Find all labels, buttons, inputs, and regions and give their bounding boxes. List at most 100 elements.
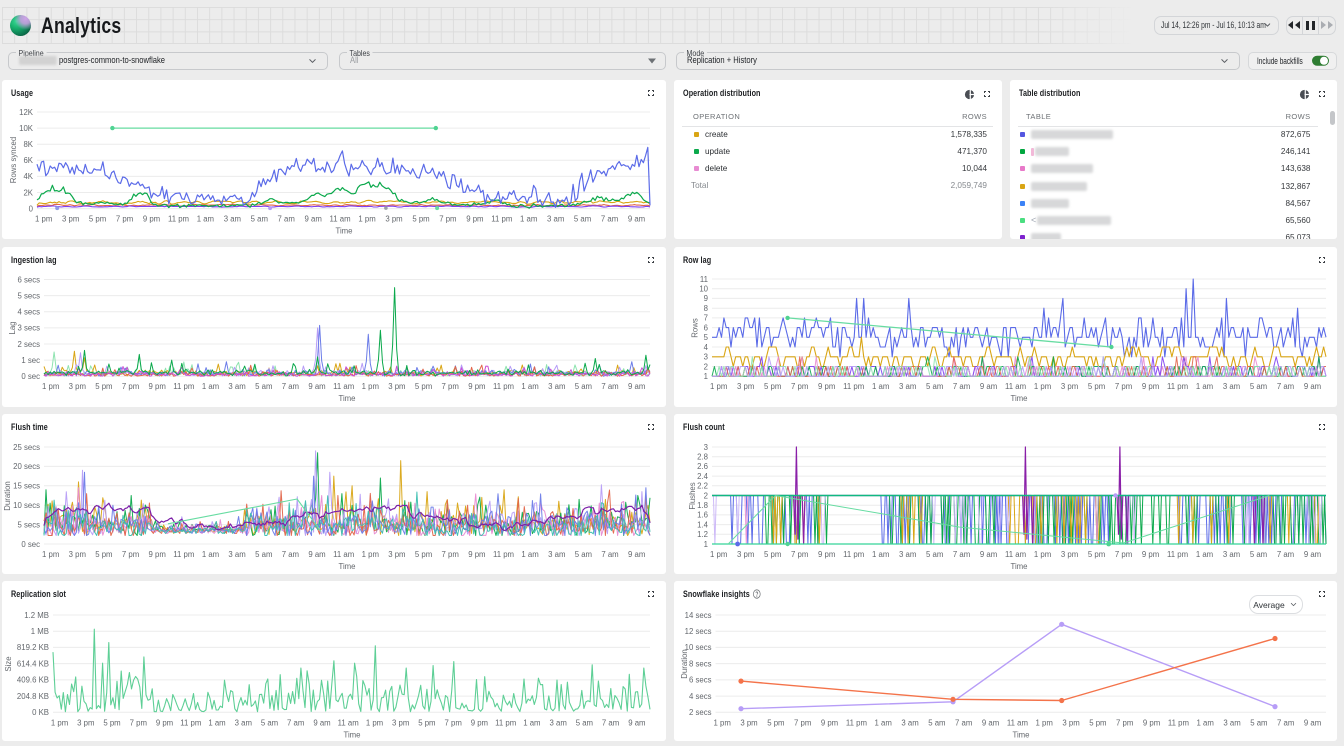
svg-text:3 am: 3 am: [899, 550, 916, 559]
svg-text:3 am: 3 am: [899, 382, 916, 391]
svg-text:Duration: Duration: [3, 481, 12, 510]
svg-text:7 am: 7 am: [278, 215, 295, 224]
svg-text:11 pm: 11 pm: [491, 215, 512, 224]
svg-text:3 pm: 3 pm: [737, 382, 754, 391]
svg-text:409.6 KB: 409.6 KB: [17, 676, 49, 685]
svg-text:3 pm: 3 pm: [1061, 550, 1078, 559]
svg-text:11 pm: 11 pm: [493, 382, 514, 391]
svg-text:4 secs: 4 secs: [17, 308, 40, 317]
svg-text:9 pm: 9 pm: [156, 718, 173, 727]
svg-text:5 am: 5 am: [261, 718, 278, 727]
svg-text:5 am: 5 am: [574, 215, 591, 224]
svg-text:7: 7: [704, 314, 708, 323]
svg-text:1.8: 1.8: [697, 501, 708, 510]
svg-text:9 am: 9 am: [313, 718, 330, 727]
svg-text:11 am: 11 am: [333, 382, 354, 391]
svg-text:1 am: 1 am: [523, 718, 540, 727]
svg-text:5 am: 5 am: [1250, 382, 1267, 391]
svg-text:9 am: 9 am: [982, 718, 999, 727]
svg-text:5 am: 5 am: [576, 718, 593, 727]
svg-text:5 pm: 5 pm: [95, 550, 112, 559]
svg-text:1 pm: 1 pm: [42, 382, 59, 391]
svg-text:Time: Time: [335, 227, 352, 236]
svg-text:7 am: 7 am: [282, 382, 299, 391]
svg-text:5 pm: 5 pm: [767, 718, 784, 727]
svg-text:7 pm: 7 pm: [791, 550, 808, 559]
svg-text:1 am: 1 am: [875, 718, 892, 727]
svg-text:10 secs: 10 secs: [685, 643, 712, 652]
svg-text:3 pm: 3 pm: [388, 382, 405, 391]
svg-text:20 secs: 20 secs: [13, 462, 40, 471]
svg-text:5 am: 5 am: [575, 550, 592, 559]
svg-text:5 pm: 5 pm: [1088, 382, 1105, 391]
svg-text:7 am: 7 am: [1277, 382, 1294, 391]
svg-text:7 am: 7 am: [953, 382, 970, 391]
svg-text:3 am: 3 am: [901, 718, 918, 727]
svg-text:7 am: 7 am: [287, 718, 304, 727]
svg-text:819.2 KB: 819.2 KB: [17, 643, 49, 652]
svg-text:5 pm: 5 pm: [415, 382, 432, 391]
svg-text:7 am: 7 am: [601, 550, 618, 559]
svg-text:9 am: 9 am: [628, 382, 645, 391]
svg-text:11 pm: 11 pm: [173, 550, 194, 559]
svg-text:5 am: 5 am: [926, 550, 943, 559]
svg-text:11 am: 11 am: [330, 215, 351, 224]
svg-text:6 secs: 6 secs: [17, 275, 40, 284]
svg-text:1 am: 1 am: [202, 550, 219, 559]
svg-text:Rows synced: Rows synced: [9, 137, 18, 183]
svg-text:3 am: 3 am: [228, 550, 245, 559]
svg-text:1 am: 1 am: [872, 382, 889, 391]
svg-text:5 pm: 5 pm: [1089, 718, 1106, 727]
svg-text:Duration: Duration: [680, 649, 689, 678]
svg-text:3 am: 3 am: [224, 215, 241, 224]
svg-text:9 pm: 9 pm: [468, 382, 485, 391]
svg-text:5 am: 5 am: [928, 718, 945, 727]
svg-text:Flushes: Flushes: [688, 482, 697, 509]
svg-text:1.6: 1.6: [697, 511, 708, 520]
svg-text:3 pm: 3 pm: [737, 550, 754, 559]
svg-text:3 pm: 3 pm: [62, 215, 79, 224]
svg-text:3 pm: 3 pm: [385, 215, 402, 224]
svg-text:9 pm: 9 pm: [1143, 718, 1160, 727]
svg-text:5 pm: 5 pm: [412, 215, 429, 224]
svg-text:1 pm: 1 pm: [42, 550, 59, 559]
svg-text:5 secs: 5 secs: [17, 520, 40, 529]
svg-text:9 pm: 9 pm: [821, 718, 838, 727]
svg-text:1 am: 1 am: [208, 718, 225, 727]
svg-text:5 am: 5 am: [1250, 718, 1267, 727]
svg-text:7 pm: 7 pm: [1115, 382, 1132, 391]
svg-text:3 pm: 3 pm: [392, 718, 409, 727]
svg-text:11 pm: 11 pm: [846, 718, 867, 727]
svg-text:3 am: 3 am: [1223, 550, 1240, 559]
svg-text:7 pm: 7 pm: [122, 550, 139, 559]
svg-text:7 am: 7 am: [282, 550, 299, 559]
svg-text:0: 0: [29, 204, 34, 213]
svg-text:9 am: 9 am: [308, 550, 325, 559]
svg-text:9 am: 9 am: [1304, 550, 1321, 559]
svg-text:9 am: 9 am: [305, 215, 322, 224]
svg-text:5 am: 5 am: [255, 382, 272, 391]
svg-text:9 pm: 9 pm: [818, 382, 835, 391]
svg-text:7 am: 7 am: [1277, 550, 1294, 559]
svg-text:3 am: 3 am: [1223, 382, 1240, 391]
svg-text:7 pm: 7 pm: [439, 215, 456, 224]
svg-text:5 pm: 5 pm: [1088, 550, 1105, 559]
svg-text:5 secs: 5 secs: [17, 291, 40, 300]
svg-text:1 am: 1 am: [1196, 550, 1213, 559]
svg-text:8 secs: 8 secs: [689, 659, 712, 668]
svg-text:4: 4: [704, 343, 709, 352]
svg-text:5 pm: 5 pm: [103, 718, 120, 727]
svg-text:11 pm: 11 pm: [1168, 718, 1189, 727]
svg-text:2: 2: [704, 362, 708, 371]
svg-text:1 MB: 1 MB: [31, 627, 49, 636]
svg-text:Time: Time: [1010, 394, 1027, 403]
svg-text:7 pm: 7 pm: [116, 215, 133, 224]
svg-text:7 pm: 7 pm: [445, 718, 462, 727]
svg-text:8: 8: [704, 304, 708, 313]
svg-text:3 am: 3 am: [550, 718, 567, 727]
svg-text:1 pm: 1 pm: [1036, 718, 1053, 727]
svg-text:Time: Time: [338, 562, 355, 571]
svg-text:Size: Size: [4, 656, 13, 671]
svg-text:0 KB: 0 KB: [32, 708, 49, 717]
svg-text:7 pm: 7 pm: [794, 718, 811, 727]
